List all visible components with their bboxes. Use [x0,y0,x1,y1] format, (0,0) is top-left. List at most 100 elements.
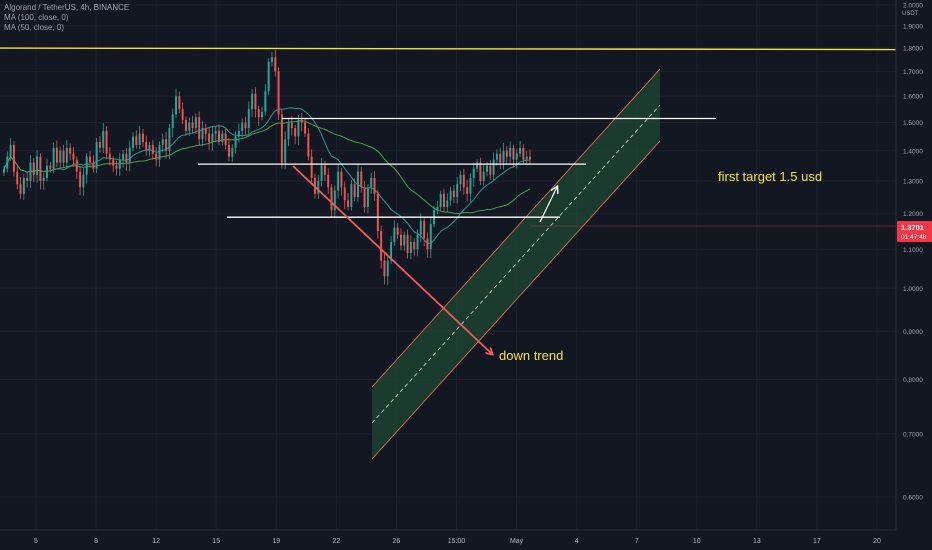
channel-lower-border [371,140,661,460]
candle-body [198,117,201,140]
candle-body [145,142,148,151]
candle-body [297,119,300,137]
candle-body [459,174,462,185]
candle-body [416,234,419,250]
ma-50-line [3,120,531,215]
price-tick-label: 1.0000 [903,286,923,293]
candle-body [429,224,432,250]
candle-body [350,184,353,207]
candle-body [446,200,449,207]
channel-fill[interactable] [372,69,660,459]
candle-body [294,128,297,137]
downtrend-arrow[interactable] [292,165,492,354]
candle-body [356,171,359,198]
candle-body [214,130,217,134]
candle-body [399,234,402,246]
candle-body [6,156,9,169]
candle-body [22,177,25,194]
candle-body [406,234,409,254]
candle-body [161,139,164,145]
candles [3,49,531,285]
grid [0,0,896,530]
candle-body [115,165,118,169]
candle-body [141,133,144,143]
time-tick-label: 13 [753,538,761,545]
candle-body [184,119,187,131]
time-tick-label: 10 [693,538,701,545]
candle-body [502,150,505,163]
candle-body [39,156,42,182]
candle-body [16,171,19,185]
time-tick-label: May [510,538,524,545]
price-tick-label: 1.7000 [903,69,923,76]
candle-body [178,96,181,110]
price-tick-label: 1.2000 [903,211,923,218]
candle-body [343,187,346,201]
current-price-value: 1.3701 [901,223,924,232]
legend-symbol: Algorand / TetherUS, 4h, BINANCE [4,3,130,12]
candle-body [122,153,125,160]
candle-body [323,165,326,175]
candle-body [317,181,320,194]
candle-body [353,184,356,198]
candle-body [363,187,366,207]
candle-body [26,177,29,182]
resistance-line[interactable] [0,47,897,51]
candle-body [472,168,475,178]
candle-body [360,171,363,188]
downtrend-annotation[interactable]: down trend [499,348,563,363]
candle-body [423,220,426,239]
candle-body [12,144,15,172]
candle-body [108,153,111,160]
candle-body [261,111,264,118]
price-tick-label: 2.0000 [903,3,923,10]
candle-body [522,147,525,160]
price-tick-label: 1.6000 [903,94,923,101]
candle-body [519,147,522,154]
candle-body [390,241,393,261]
candle-body [218,130,221,143]
legend-ma50: MA (50, close, 0) [4,23,65,32]
candle-body [237,130,240,137]
candle-body [333,190,336,211]
candle-body [495,153,498,160]
candle-body [224,133,227,145]
candle-body [132,136,135,148]
candle-body [52,147,55,169]
candle-body [254,93,257,110]
candle-body [188,122,191,131]
current-price-countdown: 01:47:48 [901,234,927,241]
candle-body [442,193,445,207]
price-tick-label: 1.3000 [903,179,923,186]
drawings[interactable] [0,47,897,354]
candle-body [165,139,168,151]
candle-body [95,142,98,169]
candle-body [89,156,92,163]
candle-body [366,187,369,207]
candle-body [29,162,32,182]
target-annotation[interactable]: first target 1.5 usd [718,169,822,184]
candle-body [49,165,52,169]
current-price-tag: 1.3701 01:47:48 [897,221,932,242]
time-axis: 5 8 12 15 19 22 26 15:00 May 4 7 10 13 17 20 [0,529,896,545]
price-tick-label: 0.8000 [903,377,923,384]
price-tick-label: 0.9000 [903,329,923,336]
ascending-channel[interactable] [371,68,661,460]
candle-body [486,165,488,172]
projection-arrow[interactable] [539,187,557,223]
candle-body [347,200,350,207]
candle-body [304,122,307,134]
candle-body [515,153,518,160]
axis-currency-label: USDT [902,11,919,17]
candle-body [462,174,465,188]
candle-body [257,109,260,118]
candle-body [98,142,101,148]
candle-body [175,96,178,115]
price-axis-panel [896,0,932,530]
candle-body [19,184,22,194]
candle-body [290,122,293,129]
candle-body [42,177,45,182]
chart-legend: Algorand / TetherUS, 4h, BINANCE MA (100… [4,3,129,33]
candle-body [55,147,58,163]
